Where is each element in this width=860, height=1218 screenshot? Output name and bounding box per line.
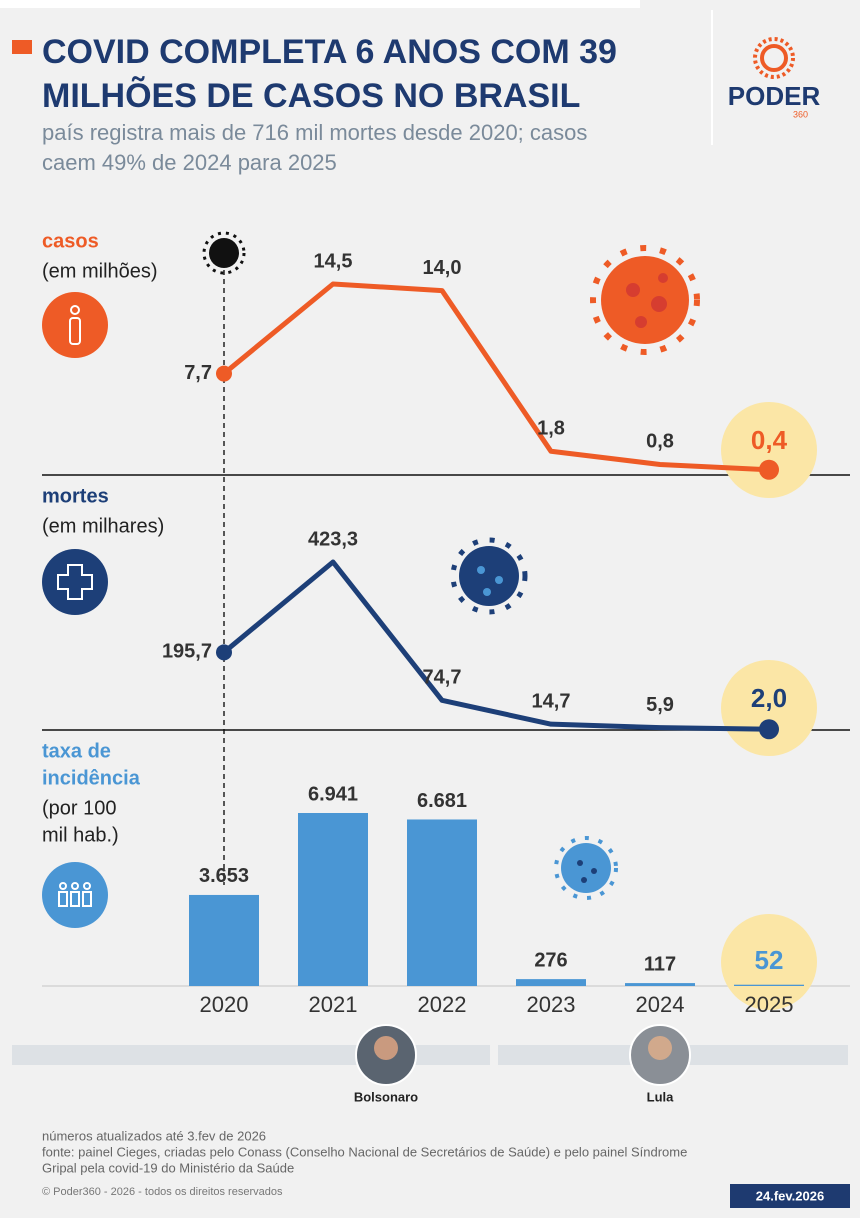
x-tick-label: 2025 bbox=[745, 992, 794, 1017]
data-label: 276 bbox=[534, 949, 567, 971]
bar bbox=[298, 813, 368, 986]
icon-people bbox=[42, 862, 108, 928]
x-tick-label: 2020 bbox=[200, 992, 249, 1017]
data-label: 0,4 bbox=[751, 425, 788, 455]
data-label: 14,5 bbox=[314, 250, 353, 272]
icon-cross bbox=[42, 549, 108, 615]
chart-subtitle: mil hab.) bbox=[42, 824, 119, 846]
x-tick-label: 2023 bbox=[527, 992, 576, 1017]
x-tick-label: 2024 bbox=[636, 992, 685, 1017]
data-label: 7,7 bbox=[184, 362, 212, 384]
photo bbox=[629, 1024, 691, 1086]
data-label: 5,9 bbox=[646, 694, 674, 716]
x-tick-label: 2021 bbox=[309, 992, 358, 1017]
point bbox=[759, 459, 779, 480]
chart-title: mortes bbox=[42, 485, 109, 507]
data-label: 2,0 bbox=[751, 683, 787, 713]
logo-sub: 360 bbox=[793, 109, 808, 119]
highlight bbox=[721, 660, 817, 756]
chart-subtitle: (em milhões) bbox=[42, 260, 158, 282]
logo-sun bbox=[753, 37, 795, 79]
bar bbox=[516, 979, 586, 986]
bar bbox=[734, 984, 804, 986]
point bbox=[216, 365, 232, 382]
x-tick-label: 2022 bbox=[418, 992, 467, 1017]
subtitle: país registra mais de 716 mil mortes des… bbox=[42, 120, 587, 145]
chart-subtitle: (por 100 bbox=[42, 797, 117, 819]
footnote: Gripal pela covid-19 do Ministério da Sa… bbox=[42, 1160, 294, 1175]
highlight bbox=[721, 402, 817, 498]
data-label: 14,7 bbox=[532, 690, 571, 712]
point bbox=[759, 719, 779, 740]
data-label: 195,7 bbox=[162, 641, 212, 663]
line bbox=[222, 281, 770, 473]
icon-person bbox=[42, 292, 108, 358]
virus-icon bbox=[554, 836, 618, 900]
chart-title: casos bbox=[42, 230, 99, 252]
footnote: números atualizados até 3.fev de 2026 bbox=[42, 1128, 266, 1143]
photo bbox=[355, 1024, 417, 1086]
title: COVID COMPLETA 6 ANOS COM 39 bbox=[42, 33, 617, 71]
virus-icon bbox=[590, 245, 700, 355]
title: MILHÕES DE CASOS NO BRASIL bbox=[42, 77, 580, 115]
data-label: 52 bbox=[755, 945, 784, 975]
data-label: 0,8 bbox=[646, 431, 674, 453]
top-strip bbox=[0, 0, 640, 8]
virus-icon bbox=[450, 537, 528, 615]
president-name: Bolsonaro bbox=[354, 1089, 418, 1104]
term-band bbox=[12, 1045, 490, 1065]
title-marker bbox=[12, 40, 32, 54]
data-label: 1,8 bbox=[537, 418, 565, 440]
date: 24.fev.2026 bbox=[756, 1188, 824, 1203]
bar bbox=[625, 983, 695, 986]
data-label: 6.941 bbox=[308, 783, 358, 805]
date-box bbox=[730, 1184, 850, 1208]
data-label: 6.681 bbox=[417, 790, 467, 812]
data-label: 117 bbox=[644, 953, 676, 975]
subtitle: caem 49% de 2024 para 2025 bbox=[42, 150, 337, 175]
point bbox=[216, 644, 232, 661]
data-label: 74,7 bbox=[423, 667, 462, 689]
data-label: 423,3 bbox=[308, 528, 358, 550]
data-label: 3.653 bbox=[199, 865, 249, 887]
copyright: © Poder360 - 2026 - todos os direitos re… bbox=[42, 1186, 283, 1198]
chart-title: taxa de bbox=[42, 740, 111, 762]
data-label: 14,0 bbox=[423, 257, 462, 279]
bar bbox=[189, 894, 259, 986]
bar bbox=[407, 819, 477, 986]
logo-name: PODER bbox=[728, 81, 821, 111]
footnote: fonte: painel Cieges, criadas pelo Conas… bbox=[42, 1144, 687, 1159]
line bbox=[222, 559, 770, 732]
president-name: Lula bbox=[647, 1089, 674, 1104]
chart-title: incidência bbox=[42, 767, 141, 789]
chart-subtitle: (em milhares) bbox=[42, 515, 164, 537]
